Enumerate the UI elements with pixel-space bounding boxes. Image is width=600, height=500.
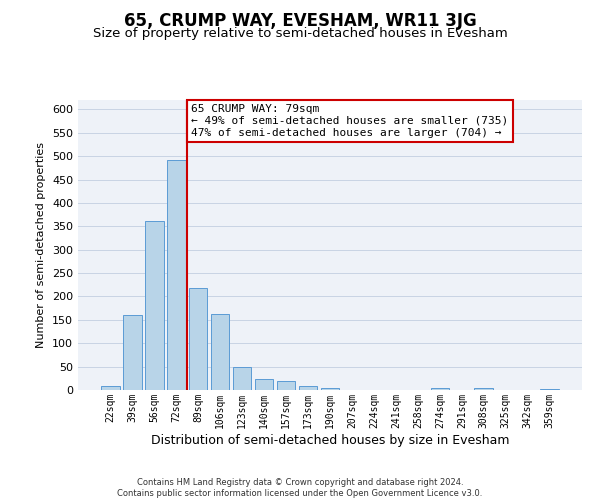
Text: 65, CRUMP WAY, EVESHAM, WR11 3JG: 65, CRUMP WAY, EVESHAM, WR11 3JG xyxy=(124,12,476,30)
Y-axis label: Number of semi-detached properties: Number of semi-detached properties xyxy=(37,142,46,348)
Bar xyxy=(255,379,274,390)
Text: Contains HM Land Registry data © Crown copyright and database right 2024.
Contai: Contains HM Land Registry data © Crown c… xyxy=(118,478,482,498)
Text: 65 CRUMP WAY: 79sqm
← 49% of semi-detached houses are smaller (735)
47% of semi-: 65 CRUMP WAY: 79sqm ← 49% of semi-detach… xyxy=(191,104,509,138)
Bar xyxy=(299,386,317,390)
Bar xyxy=(233,366,251,390)
Bar xyxy=(189,288,208,390)
Bar xyxy=(167,160,185,390)
Bar xyxy=(277,380,295,390)
X-axis label: Distribution of semi-detached houses by size in Evesham: Distribution of semi-detached houses by … xyxy=(151,434,509,446)
Bar xyxy=(320,388,340,390)
Text: Size of property relative to semi-detached houses in Evesham: Size of property relative to semi-detach… xyxy=(92,28,508,40)
Bar xyxy=(431,388,449,390)
Bar xyxy=(145,220,164,390)
Bar xyxy=(123,315,142,390)
Bar xyxy=(211,314,229,390)
Bar xyxy=(475,388,493,390)
Bar xyxy=(101,386,119,390)
Bar xyxy=(541,388,559,390)
